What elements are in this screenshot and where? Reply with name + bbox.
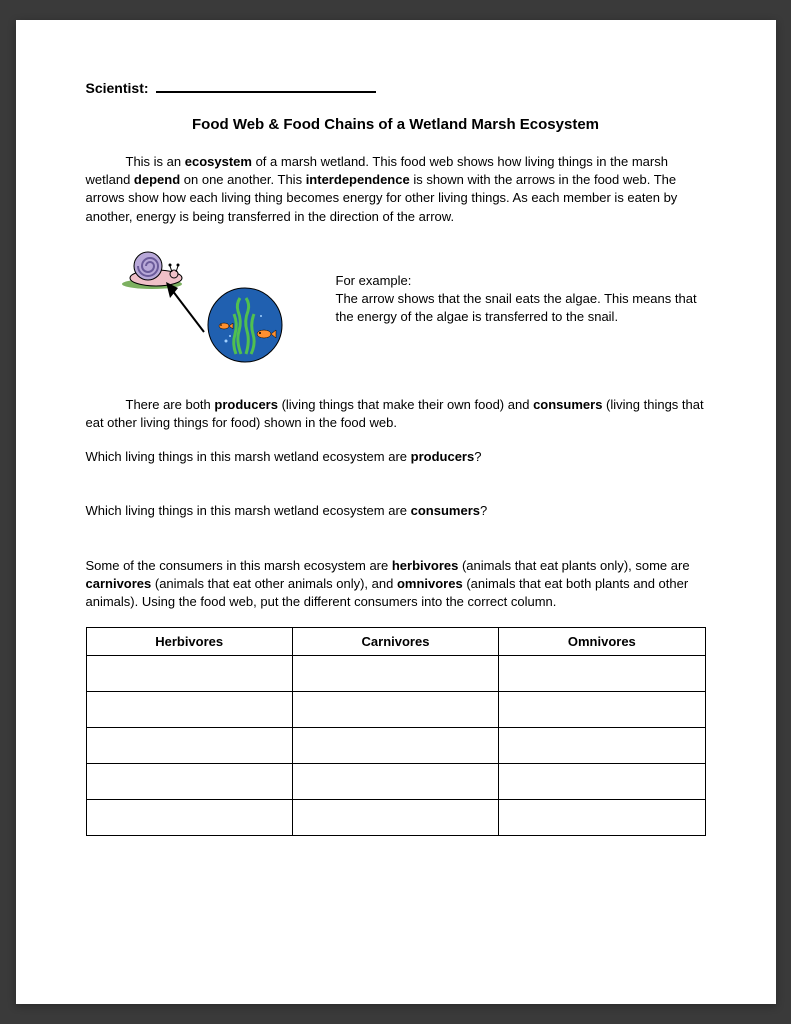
table-row [86, 728, 705, 764]
page-title: Food Web & Food Chains of a Wetland Mars… [86, 116, 706, 133]
table-row [86, 692, 705, 728]
snail-algae-diagram [116, 242, 316, 372]
worksheet-page: Scientist: Food Web & Food Chains of a W… [16, 20, 776, 1004]
scientist-label: Scientist: [86, 80, 149, 96]
scientist-field: Scientist: [86, 80, 706, 96]
producers-consumers-paragraph: There are both producers (living things … [86, 396, 706, 432]
header-omnivores: Omnivores [499, 628, 705, 656]
example-text-block: For example: The arrow shows that the sn… [316, 242, 706, 327]
algae-icon [206, 286, 284, 364]
question-producers: Which living things in this marsh wetlan… [86, 448, 706, 466]
example-label: For example: [336, 272, 706, 290]
table-row [86, 764, 705, 800]
consumer-classification-table: Herbivores Carnivores Omnivores [86, 627, 706, 836]
table-body [86, 656, 705, 836]
table-row [86, 800, 705, 836]
table-row [86, 656, 705, 692]
question-consumers: Which living things in this marsh wetlan… [86, 502, 706, 520]
header-herbivores: Herbivores [86, 628, 292, 656]
intro-paragraph: This is an ecosystem of a marsh wetland.… [86, 153, 706, 226]
scientist-blank-line[interactable] [156, 91, 376, 93]
table-header-row: Herbivores Carnivores Omnivores [86, 628, 705, 656]
categories-paragraph: Some of the consumers in this marsh ecos… [86, 557, 706, 612]
example-body: The arrow shows that the snail eats the … [336, 290, 706, 326]
example-section: For example: The arrow shows that the sn… [86, 242, 706, 372]
header-carnivores: Carnivores [292, 628, 498, 656]
arrow-icon [162, 280, 212, 338]
